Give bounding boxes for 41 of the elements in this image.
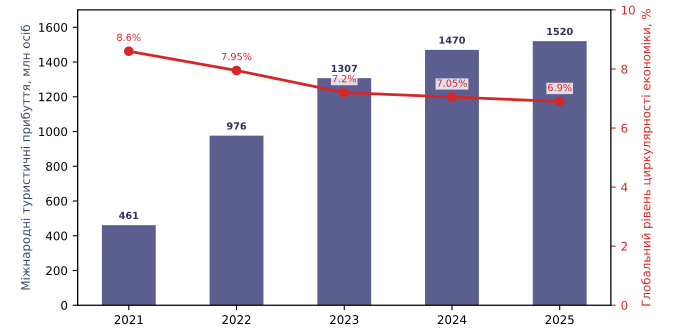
y2-axis-title: Глобальний рівень циркулярності економіки, % <box>641 9 653 306</box>
y2-tick-label: 4 <box>621 182 628 192</box>
data-label: 461 <box>119 212 138 220</box>
x-tick-label: 2023 <box>330 315 358 324</box>
x-tick-label: 2021 <box>114 315 143 324</box>
data-label: 976 <box>226 122 246 130</box>
y-tick-label: 400 <box>46 231 68 240</box>
point <box>232 66 242 76</box>
data-label: 1470 <box>440 36 466 44</box>
bar <box>425 50 479 306</box>
y2-tick-label: 10 <box>622 6 635 15</box>
data-label: 6.9% <box>548 84 572 92</box>
y-tick-label: 1600 <box>39 22 68 32</box>
point <box>124 46 134 56</box>
bar <box>102 225 156 306</box>
data-label: 7.05% <box>437 79 467 87</box>
data-label: 8.6% <box>117 34 141 42</box>
y-tick-label: 0 <box>61 300 68 310</box>
data-label: 1307 <box>332 64 358 72</box>
y2-tick-label: 6 <box>621 124 628 133</box>
y-tick-label: 1000 <box>39 127 68 136</box>
bar <box>532 41 587 306</box>
data-label: 1520 <box>547 28 573 36</box>
y-tick-label: 600 <box>46 196 68 206</box>
y-tick-label: 1400 <box>39 58 68 67</box>
bar <box>210 136 264 306</box>
x-tick-label: 2024 <box>438 315 466 324</box>
x-tick-label: 2025 <box>546 315 574 324</box>
data-label: 7.95% <box>222 52 252 60</box>
y2-tick-label: 2 <box>621 242 627 251</box>
y-tick-label: 1200 <box>39 92 68 102</box>
y-axis-title: Міжнародні туристичні прибуття, млн осіб <box>20 25 32 290</box>
point <box>447 92 457 102</box>
y-tick-label: 800 <box>46 162 68 171</box>
point <box>339 88 350 98</box>
data-label: 7.2% <box>332 75 356 82</box>
y-tick-label: 200 <box>46 266 68 276</box>
y2-tick-label: 0 <box>621 300 628 310</box>
y2-tick-label: 8 <box>621 64 628 74</box>
point <box>554 96 565 106</box>
x-tick-label: 2022 <box>222 315 250 324</box>
